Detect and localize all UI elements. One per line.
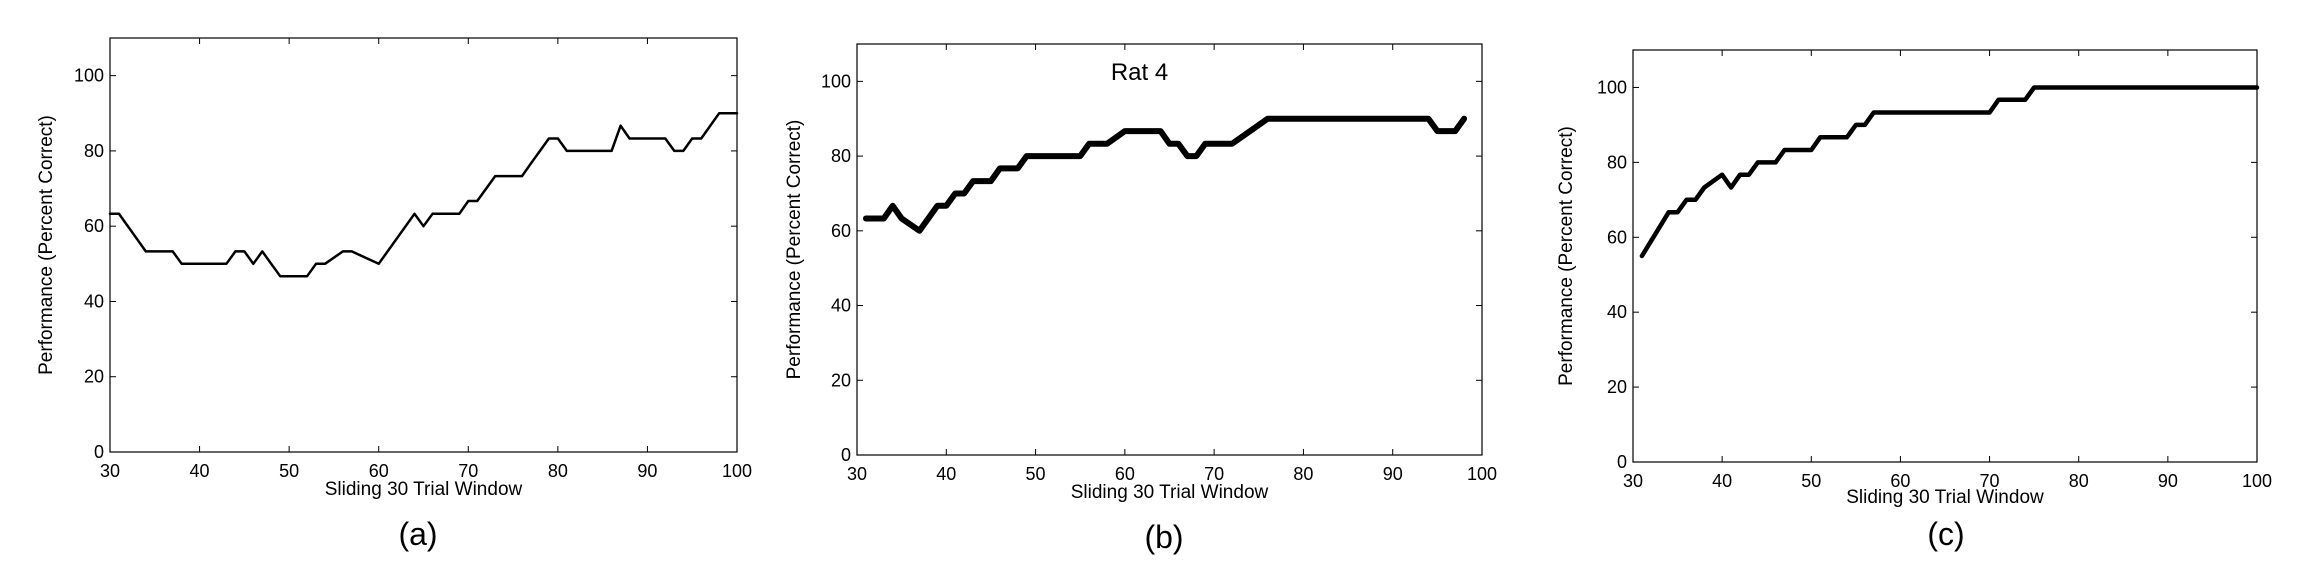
panel-label: (c): [1927, 516, 1964, 552]
plot-frame: [856, 43, 1483, 456]
y-tick-label: 100: [1597, 77, 1627, 97]
y-tick-label: 20: [831, 370, 851, 390]
y-axis-label: Performance (Percent Correct): [36, 115, 57, 375]
y-tick-label: 100: [821, 71, 851, 91]
x-axis-label: Sliding 30 Trial Window: [1846, 487, 2044, 508]
x-axis-label: Sliding 30 Trial Window: [1071, 482, 1269, 503]
y-tick-label: 80: [1607, 152, 1627, 172]
y-axis-label: Performance (Percent Correct): [784, 120, 805, 380]
y-tick-label: 100: [74, 66, 104, 86]
y-axis-label: Performance (Percent Correct): [1556, 126, 1577, 386]
y-tick-label: 0: [94, 442, 104, 462]
series-line: [862, 115, 1468, 234]
y-tick-label: 40: [84, 291, 104, 311]
x-tick-label: 70: [458, 461, 478, 481]
chart-title: Rat 4: [1111, 59, 1168, 86]
y-tick-label: 20: [1607, 377, 1627, 397]
x-tick-label: 50: [279, 461, 299, 481]
y-tick-label: 20: [84, 367, 104, 387]
y-tick-label: 60: [84, 216, 104, 236]
x-tick-label: 30: [1623, 471, 1643, 491]
x-tick-label: 30: [847, 464, 867, 484]
x-tick-label: 40: [1712, 471, 1732, 491]
series-line: [1639, 85, 2260, 259]
chart-panel-c: 30 40 50 60 70 80 90 100 0 20 40 60 80 100 Sliding 30 …: [1556, 49, 2272, 552]
x-tick-label: 60: [1890, 471, 1910, 491]
x-axis-label: Sliding 30 Trial Window: [325, 479, 523, 500]
x-tick-label: 50: [1026, 464, 1046, 484]
y-tick-label: 40: [831, 296, 851, 316]
plot-frame: [1632, 49, 2258, 463]
x-tick-label: 40: [190, 461, 210, 481]
plot-frame: [109, 37, 738, 453]
x-tick-label: 90: [1383, 464, 1403, 484]
x-tick-label: 70: [1980, 471, 2000, 491]
y-tick-label: 80: [84, 141, 104, 161]
y-tick-label: 0: [1617, 452, 1627, 472]
panel-label: (a): [398, 516, 437, 552]
x-tick-label: 80: [548, 461, 568, 481]
x-tick-label: 100: [1467, 464, 1497, 484]
x-tick-label: 60: [369, 461, 389, 481]
x-tick-label: 50: [1801, 471, 1821, 491]
y-tick-label: 80: [831, 146, 851, 166]
x-tick-label: 90: [2158, 471, 2178, 491]
chart-panel-b: 30 40 50 60 70 80 90 100 0 20 40 60 80 100 Sliding 30 …: [784, 43, 1497, 555]
x-tick-label: 40: [936, 464, 956, 484]
x-tick-label: 100: [2242, 471, 2272, 491]
y-tick-label: 40: [1607, 302, 1627, 322]
x-tick-label: 70: [1204, 464, 1224, 484]
x-tick-label: 100: [722, 461, 752, 481]
y-tick-label: 60: [1607, 227, 1627, 247]
x-tick-label: 30: [100, 461, 120, 481]
x-tick-label: 80: [2069, 471, 2089, 491]
y-tick-label: 0: [841, 445, 851, 465]
x-tick-label: 60: [1115, 464, 1135, 484]
y-tick-label: 60: [831, 221, 851, 241]
x-tick-label: 80: [1293, 464, 1313, 484]
chart-panel-a: 30 40 50 60 70 80 90 100 0 20 40 60 80 100 Sliding 30 …: [36, 37, 752, 552]
series-line: [108, 112, 739, 278]
x-tick-label: 90: [637, 461, 657, 481]
panel-label: (b): [1144, 519, 1183, 555]
